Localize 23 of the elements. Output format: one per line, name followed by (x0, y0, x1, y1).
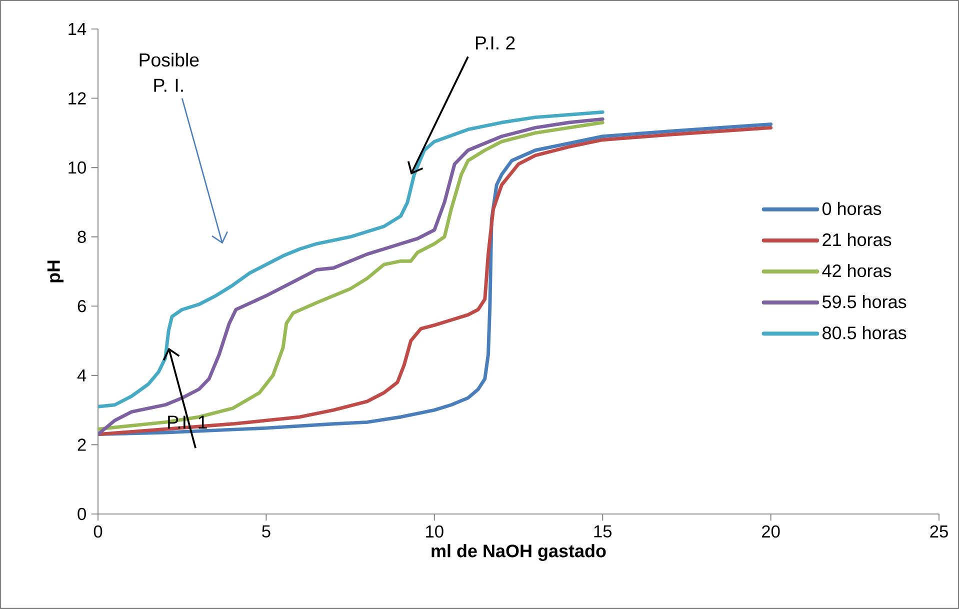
legend-label: 0 horas (822, 202, 882, 216)
x-tick-label: 5 (262, 525, 270, 538)
x-tick-label: 15 (594, 525, 612, 538)
y-tick-label: 10 (68, 161, 86, 174)
y-tick-label: 2 (78, 438, 86, 451)
y-axis-title: pH (47, 260, 64, 282)
annotation: P.I. 2 (476, 36, 515, 50)
y-tick-label: 8 (78, 230, 86, 243)
legend-label: 21 horas (822, 232, 892, 246)
x-tick-label: 25 (930, 525, 948, 538)
x-tick-label: 10 (426, 525, 444, 538)
legend-label: 42 horas (822, 264, 892, 278)
y-tick-label: 6 (78, 300, 86, 312)
legend-label: 80.5 horas (822, 326, 906, 340)
x-tick-label: 20 (762, 525, 780, 538)
y-tick-label: 12 (68, 92, 86, 104)
legend-label: 59.5 horas (822, 295, 906, 308)
x-axis-title: ml de NaOH gastado (432, 544, 606, 561)
x-tick-label: 0 (94, 525, 102, 538)
y-tick-label: 4 (77, 369, 86, 382)
y-tick-label: 14 (68, 23, 86, 35)
annotation: Posible P. I. (140, 52, 199, 92)
y-tick-label: 0 (78, 508, 86, 520)
